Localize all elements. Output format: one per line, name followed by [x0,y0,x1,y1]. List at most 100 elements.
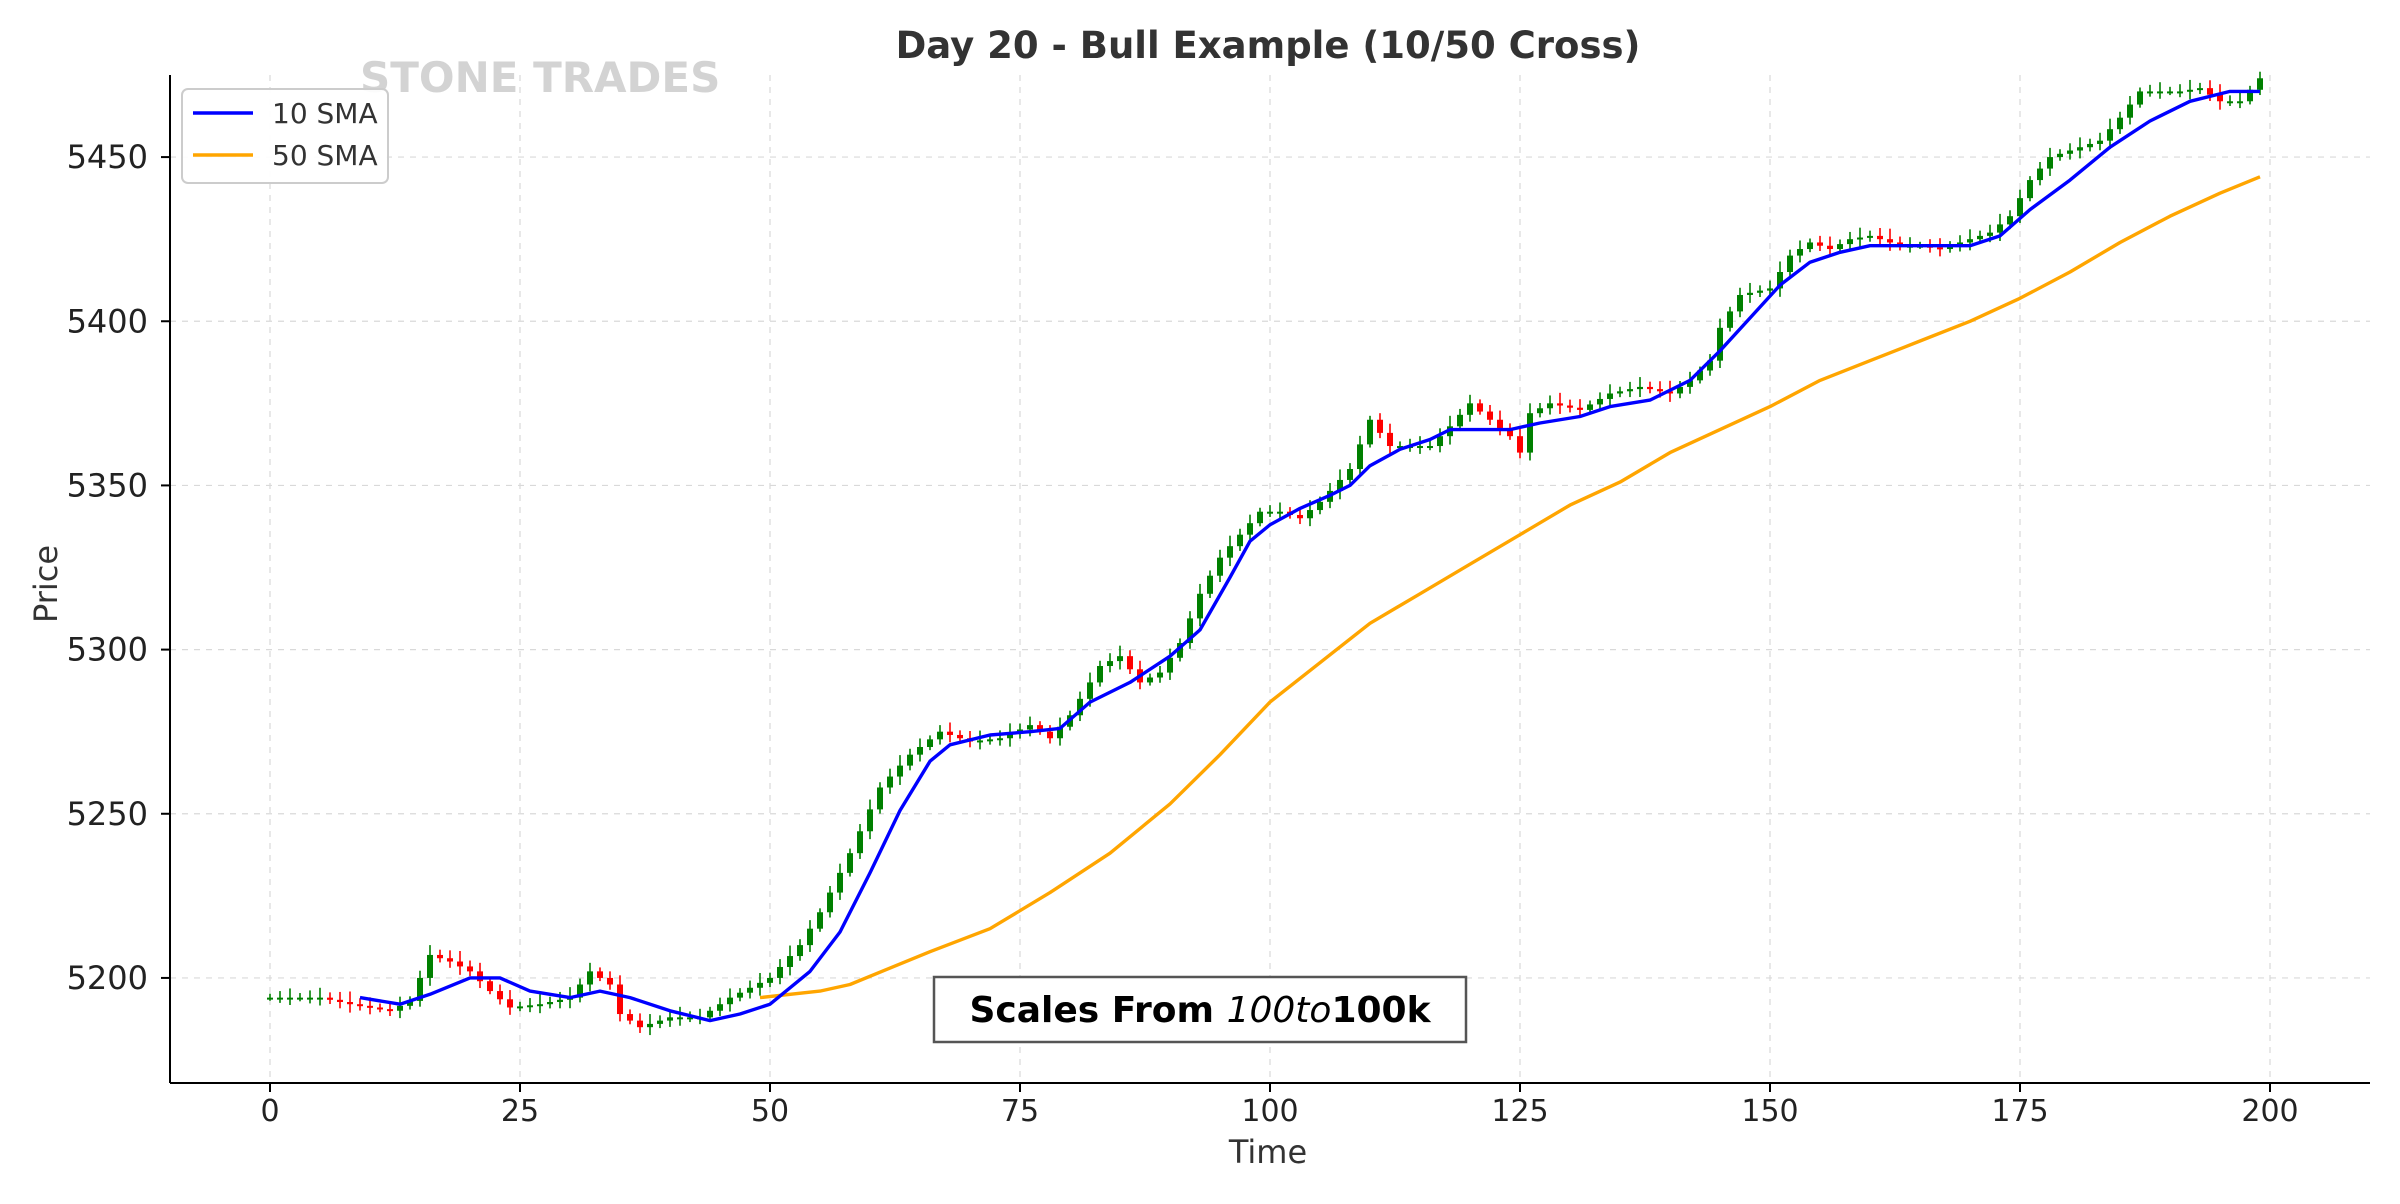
candle [1227,535,1233,567]
candle-body [2257,78,2263,90]
candle-body [817,912,823,929]
candle-body [1797,249,1803,256]
candle-body [1687,380,1693,387]
candle [1587,400,1593,414]
candle [2197,82,2203,94]
candle [897,755,903,785]
candle-body [1457,414,1463,427]
candle [1737,287,1743,318]
candle-body [1197,593,1203,619]
candle-body [1257,511,1263,524]
candle-body [877,787,883,810]
candle-body [1107,661,1113,667]
candle-body [957,734,963,739]
candle-body [2097,140,2103,144]
candle [2187,79,2193,100]
candle [1527,403,1533,461]
candle [677,1006,683,1026]
candle [1597,392,1603,410]
candle-body [1347,469,1353,480]
legend-label-sma50: 50 SMA [272,139,378,172]
candle-body [427,954,433,978]
candle [807,920,813,952]
candle [777,959,783,985]
candle-body [897,765,903,777]
candle-body [1087,682,1093,699]
candle [1517,428,1523,459]
candle-body [1637,386,1643,390]
x-tick-label: 175 [1991,1094,2048,1129]
candle-body [487,981,493,992]
candle-body [1127,656,1133,670]
candle [1837,239,1843,253]
candle [297,993,303,1002]
candle-body [1367,419,1373,445]
candle [1687,371,1693,394]
candle [1467,394,1473,422]
candle-body [2087,143,2093,148]
sma-50-line [759,175,2261,1000]
candle-body [1397,446,1403,449]
annotation-prefix: Scales From [969,990,1226,1031]
candle [1157,666,1163,683]
candle-body [527,1005,533,1008]
candle [507,990,513,1015]
candle-body [837,872,843,893]
candle-body [1717,327,1723,361]
candle [2027,176,2033,202]
candle-body [1617,391,1623,394]
candle-body [1997,224,2003,233]
candle [877,782,883,814]
candle [1257,507,1263,527]
candle [1797,240,1803,263]
x-tick-label: 125 [1491,1094,1548,1129]
candle-body [1117,656,1123,662]
candle-body [1167,657,1173,673]
candle [1377,413,1383,439]
candle-body [1007,733,1013,739]
candle [2077,137,2083,159]
candle-body [977,740,983,743]
candle [287,988,293,1005]
sma-50-line-group [759,175,2261,1000]
candle [2067,143,2073,160]
candle-body [797,945,803,957]
candle [797,939,803,961]
candle-body [377,1007,383,1010]
candle-body [1657,389,1663,392]
candle [1127,650,1133,675]
candle [1647,381,1653,394]
y-axis-label: Price [27,545,65,623]
candle-body [1707,360,1713,371]
candle-body [577,984,583,998]
candle-body [337,999,343,1003]
candle-body [617,984,623,1015]
candle-body [2077,147,2083,151]
candle-body [1587,404,1593,410]
candle-body [447,958,453,962]
candle-body [357,1004,363,1007]
annotation-box: Scales From 100to100k [932,975,1468,1044]
candle-body [507,999,513,1008]
candle [857,824,863,859]
candle [2217,84,2223,110]
candle-body [557,999,563,1003]
candle [497,984,503,1005]
candle [437,949,443,963]
candle [1747,282,1753,303]
candle-body [327,997,333,1000]
candle [757,973,763,996]
candle [277,991,283,1003]
candle-body [2117,117,2123,130]
candle [1547,395,1553,415]
x-tick-label: 50 [751,1094,789,1129]
candle-body [2137,91,2143,105]
candle [1567,399,1573,413]
candle-body [2067,150,2073,154]
candle [267,993,273,1001]
candle-body [927,739,933,747]
candle [2237,92,2243,109]
candle [547,996,553,1009]
candle [1237,528,1243,551]
candle-body [2047,157,2053,169]
